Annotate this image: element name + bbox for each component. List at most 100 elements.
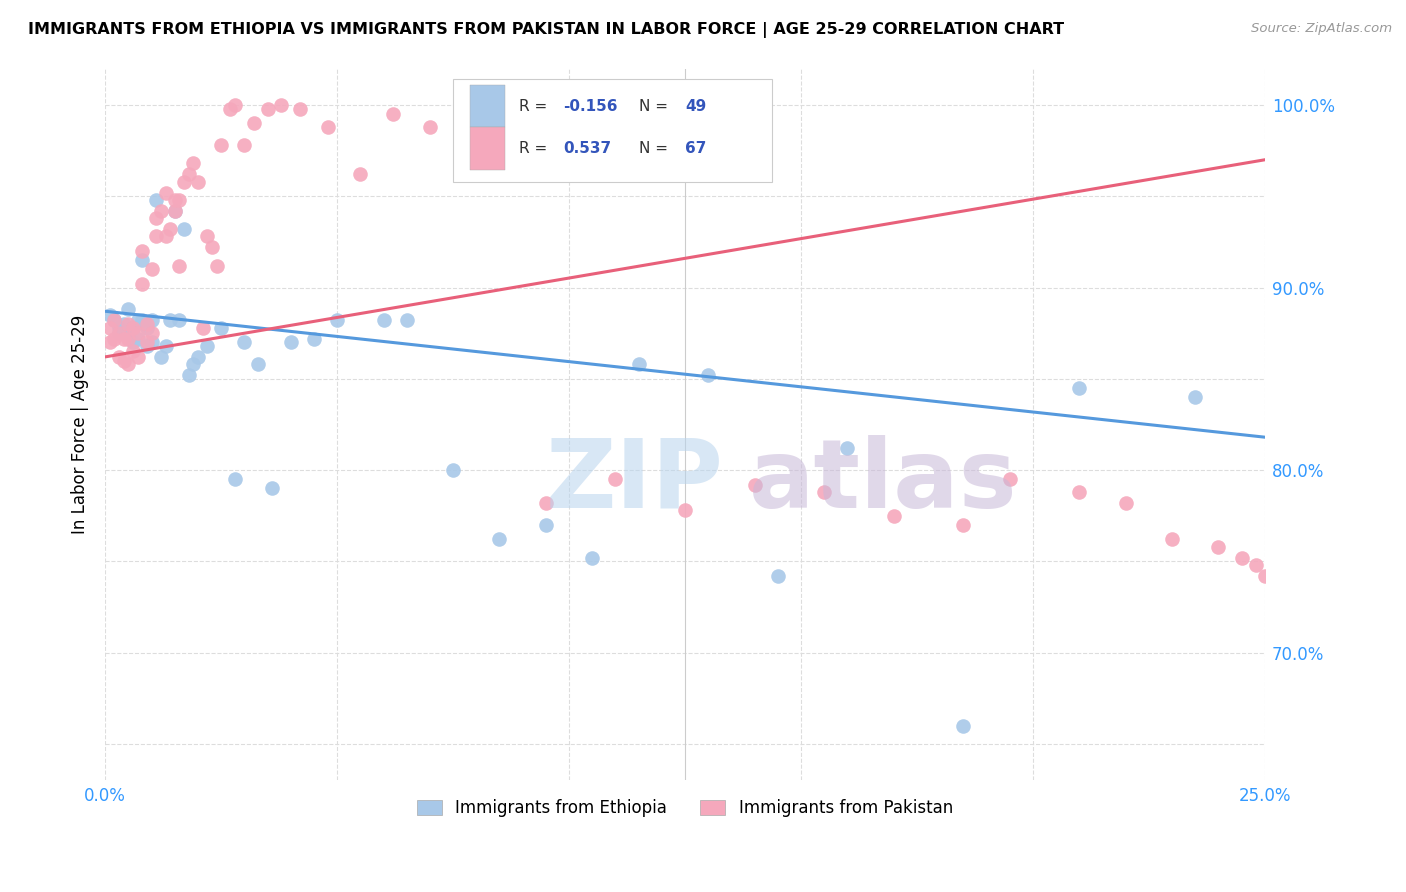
- Text: N =: N =: [638, 99, 672, 113]
- Text: IMMIGRANTS FROM ETHIOPIA VS IMMIGRANTS FROM PAKISTAN IN LABOR FORCE | AGE 25-29 : IMMIGRANTS FROM ETHIOPIA VS IMMIGRANTS F…: [28, 22, 1064, 38]
- Point: [136, 339, 159, 353]
- Point: [952, 718, 974, 732]
- Point: [155, 229, 177, 244]
- Point: [169, 313, 191, 327]
- FancyBboxPatch shape: [471, 127, 505, 169]
- Point: [108, 326, 131, 340]
- Text: -0.156: -0.156: [564, 99, 617, 113]
- Point: [141, 313, 163, 327]
- Point: [381, 107, 404, 121]
- Point: [441, 463, 464, 477]
- Point: [131, 313, 153, 327]
- Point: [534, 517, 557, 532]
- Point: [149, 203, 172, 218]
- Point: [131, 277, 153, 291]
- Point: [141, 335, 163, 350]
- Point: [183, 357, 205, 371]
- Point: [1069, 485, 1091, 500]
- Point: [270, 98, 292, 112]
- Y-axis label: In Labor Force | Age 25-29: In Labor Force | Age 25-29: [72, 315, 89, 534]
- Point: [419, 120, 441, 134]
- Point: [242, 116, 264, 130]
- Point: [141, 262, 163, 277]
- Point: [280, 335, 302, 350]
- Point: [155, 186, 177, 200]
- Point: [117, 317, 139, 331]
- FancyBboxPatch shape: [471, 85, 505, 128]
- Point: [744, 477, 766, 491]
- Text: Source: ZipAtlas.com: Source: ZipAtlas.com: [1251, 22, 1392, 36]
- Point: [127, 313, 149, 327]
- Point: [1161, 533, 1184, 547]
- Point: [534, 496, 557, 510]
- Point: [117, 302, 139, 317]
- Point: [122, 335, 145, 350]
- Point: [224, 472, 246, 486]
- Point: [159, 313, 181, 327]
- Point: [122, 344, 145, 359]
- Point: [127, 332, 149, 346]
- Point: [488, 533, 510, 547]
- Point: [205, 259, 228, 273]
- Text: ZIP: ZIP: [546, 435, 724, 528]
- Point: [145, 211, 167, 226]
- Legend: Immigrants from Ethiopia, Immigrants from Pakistan: Immigrants from Ethiopia, Immigrants fro…: [409, 790, 962, 825]
- Point: [149, 350, 172, 364]
- Point: [163, 193, 186, 207]
- Point: [224, 98, 246, 112]
- Point: [136, 335, 159, 350]
- Point: [103, 332, 125, 346]
- Point: [1115, 496, 1137, 510]
- Point: [813, 485, 835, 500]
- Point: [1230, 550, 1253, 565]
- Point: [209, 320, 232, 334]
- Point: [673, 503, 696, 517]
- Point: [233, 138, 256, 153]
- Point: [998, 472, 1021, 486]
- Point: [288, 102, 311, 116]
- Point: [766, 569, 789, 583]
- Point: [122, 320, 145, 334]
- Point: [112, 332, 135, 346]
- Point: [1244, 558, 1267, 572]
- Point: [163, 203, 186, 218]
- Point: [697, 368, 720, 383]
- Point: [103, 313, 125, 327]
- Point: [131, 244, 153, 258]
- Point: [195, 339, 218, 353]
- Point: [1208, 540, 1230, 554]
- Point: [201, 240, 224, 254]
- Point: [127, 326, 149, 340]
- Point: [183, 156, 205, 170]
- Point: [136, 317, 159, 331]
- Point: [209, 138, 232, 153]
- Point: [349, 167, 371, 181]
- Text: 67: 67: [685, 141, 706, 156]
- Point: [395, 313, 418, 327]
- Point: [131, 253, 153, 268]
- Point: [187, 350, 209, 364]
- Point: [247, 357, 270, 371]
- Point: [187, 175, 209, 189]
- Point: [117, 326, 139, 340]
- Point: [316, 120, 339, 134]
- Point: [605, 472, 627, 486]
- Point: [98, 308, 121, 322]
- Point: [159, 222, 181, 236]
- Text: R =: R =: [519, 99, 553, 113]
- Point: [108, 326, 131, 340]
- Point: [627, 357, 650, 371]
- Point: [108, 320, 131, 334]
- Point: [141, 326, 163, 340]
- Point: [117, 332, 139, 346]
- Point: [112, 353, 135, 368]
- Point: [163, 203, 186, 218]
- Point: [136, 320, 159, 334]
- Point: [1184, 390, 1206, 404]
- Point: [256, 102, 278, 116]
- Point: [581, 550, 603, 565]
- Point: [302, 332, 325, 346]
- Point: [1254, 569, 1277, 583]
- Point: [465, 102, 488, 116]
- Text: atlas: atlas: [749, 435, 1018, 528]
